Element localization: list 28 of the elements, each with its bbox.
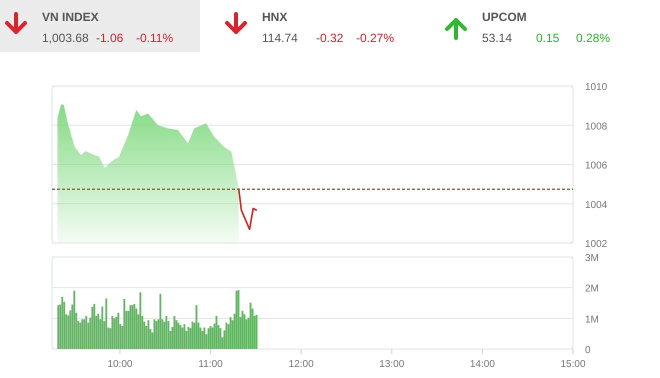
y-tick-label: 2M <box>585 284 599 295</box>
x-tick-label: 14:00 <box>470 359 496 370</box>
y-tick-label: 1M <box>585 314 599 326</box>
category-label: HNX <box>262 10 288 24</box>
x-tick-label: 13:00 <box>379 359 405 370</box>
data-label: 53.14 <box>482 31 512 45</box>
category-label: UPCOM <box>482 10 527 24</box>
data-label: 0.28% <box>576 31 610 45</box>
y-tick-label: 1008 <box>585 121 608 132</box>
x-tick-label: 12:00 <box>288 359 314 370</box>
data-label: 0.15 <box>536 31 560 45</box>
line-series <box>238 188 258 230</box>
x-tick-label: 10:00 <box>107 359 133 370</box>
category-label: VN INDEX <box>42 10 99 24</box>
data-label: 1,003.68 <box>42 31 90 45</box>
y-tick-label: 1006 <box>585 160 608 172</box>
y-tick-label: 0 <box>585 345 591 356</box>
data-label: 114.74 <box>262 31 298 45</box>
x-tick-label: 11:00 <box>198 359 224 370</box>
y-tick-label: 1002 <box>585 239 608 250</box>
data-label: -0.11% <box>136 31 174 45</box>
data-label: -0.32 <box>316 31 344 45</box>
x-tick-label: 15:00 <box>560 359 586 370</box>
y-tick-label: 1004 <box>585 200 608 211</box>
y-tick-label: 3M <box>585 253 599 264</box>
data-label: -0.27% <box>356 31 394 45</box>
data-label: -1.06 <box>96 31 124 45</box>
y-tick-label: 1010 <box>585 82 608 93</box>
